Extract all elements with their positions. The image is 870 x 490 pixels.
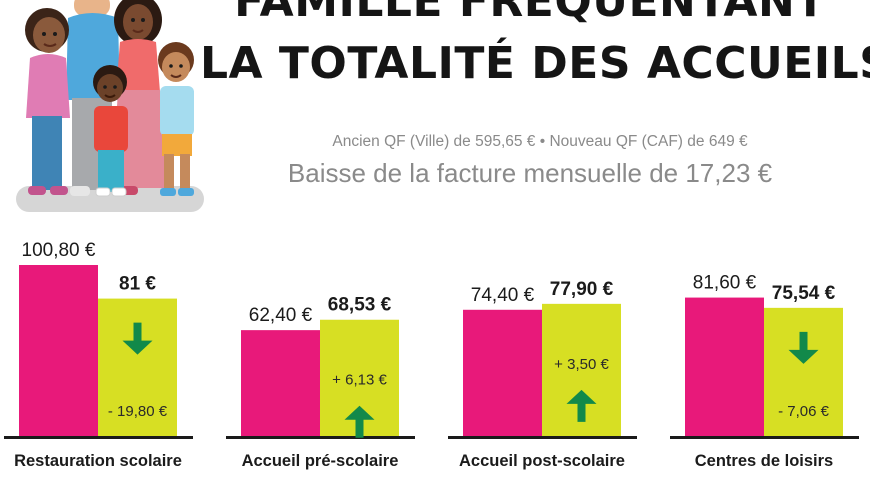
monthly-decrease-headline: Baisse de la facture mensuelle de 17,23 … bbox=[287, 158, 773, 188]
family-illustration bbox=[16, 0, 204, 212]
change-label: - 7,06 € bbox=[778, 403, 830, 420]
qf-subtitle: Ancien QF (Ville) de 595,65 € • Nouveau … bbox=[332, 133, 748, 150]
arrow-up-icon bbox=[344, 405, 375, 438]
bar-value-label: 77,90 € bbox=[550, 279, 614, 300]
arrow-down-icon bbox=[122, 322, 153, 355]
arrow-up-icon bbox=[566, 389, 597, 422]
bar-nouveau bbox=[98, 298, 177, 436]
page-title-line1: FAMILLE FRÉQUENTANT bbox=[234, 0, 826, 27]
category-label: Accueil post-scolaire bbox=[459, 452, 625, 470]
bar-value-label: 75,54 € bbox=[772, 283, 836, 304]
chart-baseline bbox=[4, 436, 193, 439]
bar-value-label: 81 € bbox=[119, 274, 156, 295]
chart-baseline bbox=[448, 436, 637, 439]
bar-ancien bbox=[19, 265, 98, 436]
mother-figure bbox=[112, 0, 168, 195]
bar-value-label: 62,40 € bbox=[249, 305, 313, 326]
small-boy-figure bbox=[158, 42, 194, 196]
bar-ancien bbox=[463, 309, 542, 436]
girl-figure bbox=[25, 8, 70, 195]
bar-value-label: 81,60 € bbox=[693, 273, 757, 294]
bar-ancien bbox=[241, 330, 320, 436]
category-label: Centres de loisirs bbox=[695, 452, 833, 470]
change-label: - 19,80 € bbox=[108, 403, 168, 420]
category-label: Accueil pré-scolaire bbox=[242, 452, 399, 470]
boy-figure bbox=[93, 65, 128, 197]
change-label: + 3,50 € bbox=[554, 356, 609, 373]
change-label: + 6,13 € bbox=[332, 372, 387, 389]
category-label: Restauration scolaire bbox=[14, 452, 182, 470]
bar-value-label: 74,40 € bbox=[471, 285, 535, 306]
bar-ancien bbox=[685, 297, 764, 436]
chart-baseline bbox=[226, 436, 415, 439]
page-title-line2: LA TOTALITÉ DES ACCUEILS bbox=[200, 38, 870, 89]
bar-value-label: 100,80 € bbox=[22, 240, 96, 261]
chart-baseline bbox=[670, 436, 859, 439]
bar-value-label: 68,53 € bbox=[328, 295, 392, 316]
arrow-down-icon bbox=[788, 331, 819, 364]
bar-nouveau bbox=[764, 307, 843, 436]
